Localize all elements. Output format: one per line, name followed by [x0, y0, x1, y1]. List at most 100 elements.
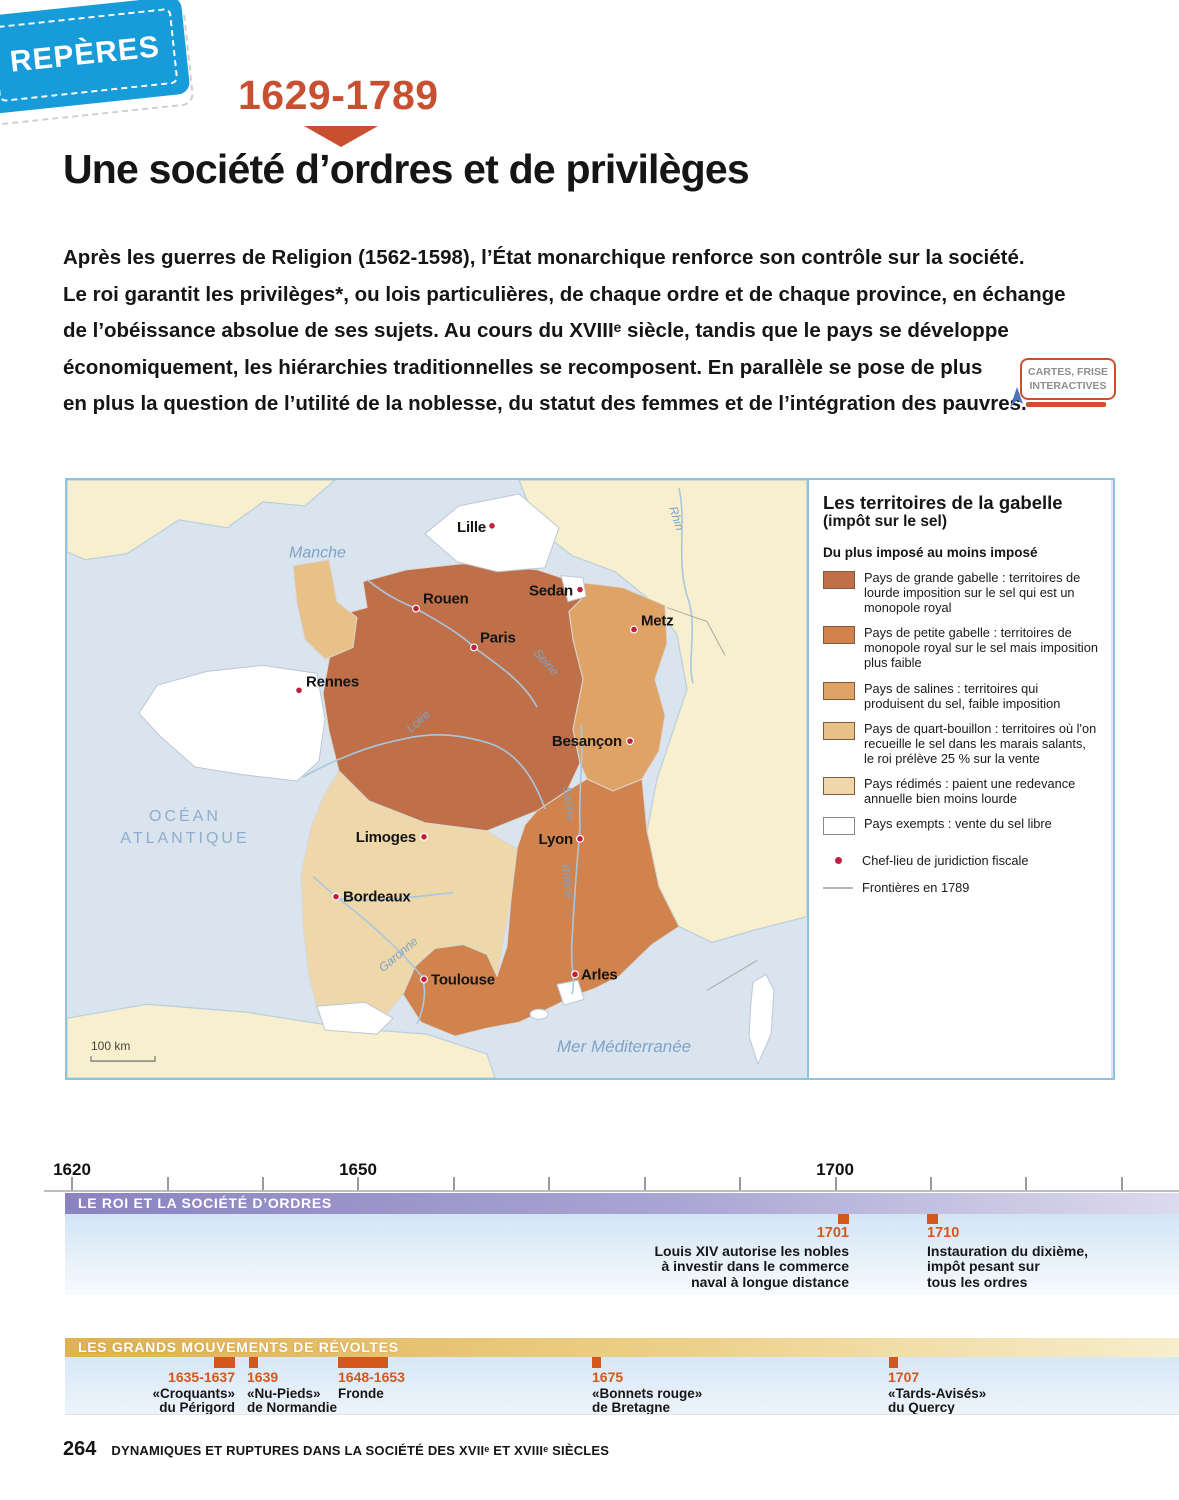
sea-label-ocean-2: ATLANTIQUE — [120, 830, 249, 847]
event-text-line: Louis XIV autorise les nobles — [654, 1242, 850, 1259]
map-canvas: Manche OCÉAN ATLANTIQUE Mer Méditerranée… — [66, 479, 808, 1079]
event-bonnets-rouges: 1675 «Bonnets rouge» de Bretagne — [592, 1370, 702, 1414]
city-dot — [576, 585, 585, 594]
event-text-line: «Nu-Pieds» — [247, 1385, 321, 1401]
event-date: 1701 — [816, 1225, 849, 1241]
city-label-paris: Paris — [480, 629, 516, 646]
intro-line: Le roi garantit les privilèges*, ou lois… — [63, 282, 1066, 306]
city-label-rennes: Rennes — [306, 673, 359, 690]
event-date: 1710 — [927, 1225, 960, 1241]
frontier-lines — [666, 607, 758, 991]
city-label-metz: Metz — [641, 613, 674, 630]
timeline-tick — [835, 1177, 837, 1190]
legend-item-label: Pays rédimés : paient une redevance annu… — [864, 775, 1076, 807]
event-fronde: 1648-1653 Fronde — [338, 1370, 405, 1401]
river-label-saone: Saône — [560, 785, 579, 821]
event-tards-avises: 1707 «Tards-Avisés» du Quercy — [888, 1370, 987, 1414]
interactive-badge-line2: INTERACTIVES — [1029, 380, 1107, 393]
event-text-line: impôt pesant sur — [927, 1258, 1040, 1274]
legend-item: Pays de grande gabelle : territoires de … — [823, 570, 1098, 615]
event-text-line: naval à longue distance — [691, 1273, 849, 1290]
city-label-lyon: Lyon — [539, 831, 574, 848]
event-marker-1648-1653 — [338, 1357, 388, 1368]
event-1701: 1701 Louis XIV autorise les nobles à inv… — [654, 1225, 850, 1290]
interactive-badge-line1: CARTES, FRISE — [1028, 366, 1108, 378]
event-text-line: du Périgord — [159, 1400, 235, 1415]
timeline-band-revoltes: LES GRANDS MOUVEMENTS DE RÉVOLTES 1635-1… — [65, 1338, 1179, 1415]
city-dot — [629, 625, 638, 634]
river-label-rhone: Rhône — [558, 863, 577, 900]
legend-item-label: Pays de quart-bouillon : territoires où … — [864, 720, 1097, 766]
river-garonne — [312, 876, 426, 1025]
city-dot — [420, 975, 429, 984]
event-marker-1635-1637 — [214, 1357, 235, 1368]
timeline-year-1650: 1650 — [339, 1160, 377, 1179]
event-date: 1635-1637 — [168, 1369, 235, 1385]
timeline-tick — [1025, 1177, 1027, 1190]
legend-item-chef-lieu: Chef-lieu de juridiction fiscale — [823, 853, 1098, 868]
event-marker-1675 — [592, 1357, 601, 1368]
timeline-tick — [453, 1177, 455, 1190]
sea-label-mediterranee: Mer Méditerranée — [557, 1037, 691, 1056]
city-dot — [295, 686, 304, 695]
legend-item-frontieres: Frontières en 1789 — [823, 880, 1098, 895]
event-marker-1701 — [838, 1214, 849, 1224]
scale-label: 100 km — [91, 1039, 130, 1053]
reperes-badge-label: REPÈRES — [0, 7, 179, 103]
city-label-lille: Lille — [457, 519, 486, 536]
timeline-band-roi: LE ROI ET LA SOCIÉTÉ D’ORDRES 1701 Louis… — [65, 1193, 1179, 1295]
legend-subtitle: (impôt sur le sel) — [823, 513, 948, 531]
legend-item: Pays de petite gabelle : territoires de … — [823, 625, 1098, 670]
legend-item-label: Frontières en 1789 — [862, 880, 970, 896]
city-label-besancon: Besançon — [552, 733, 622, 750]
event-text-line: «Tards-Avisés» — [888, 1385, 987, 1401]
river-seine — [366, 579, 538, 708]
interactive-content-badge[interactable]: CARTES, FRISE INTERACTIVES — [1020, 358, 1116, 401]
timeline-axis — [44, 1190, 1179, 1192]
region-exempt-sedan — [560, 575, 587, 603]
exempt-islet — [529, 1008, 549, 1020]
event-text-line: «Croquants» — [152, 1385, 235, 1401]
timeline-year-1620: 1620 — [53, 1160, 91, 1179]
intro-line: de l’obéissance absolue de ses sujets. A… — [63, 319, 1009, 342]
city-label-rouen: Rouen — [423, 591, 469, 608]
city-dot — [625, 737, 634, 746]
legend-swatch-petite-gabelle — [823, 626, 855, 645]
event-text-line: Fronde — [338, 1385, 384, 1401]
intro-line: en plus la question de l’utilité de la n… — [63, 392, 1027, 415]
legend-item: Pays de quart-bouillon : territoires où … — [823, 721, 1098, 766]
rivers — [302, 487, 694, 1025]
event-text-line: tous les ordres — [927, 1273, 1028, 1290]
city-dots — [295, 521, 638, 984]
city-label-toulouse: Toulouse — [431, 971, 495, 988]
region-petite-gabelle — [402, 778, 680, 1037]
band-roi-title: LE ROI ET LA SOCIÉTÉ D’ORDRES — [65, 1193, 1179, 1214]
legend-swatch-quart-bouillon — [823, 721, 855, 740]
timeline-tick — [357, 1177, 359, 1190]
legend-title: Les territoires de la gabelle — [823, 492, 1063, 513]
chef-lieu-dot-icon — [823, 853, 853, 868]
france-map-svg: Manche OCÉAN ATLANTIQUE Mer Méditerranée… — [66, 479, 808, 1079]
legend-item-label: Pays de petite gabelle : territoires de … — [864, 625, 1098, 671]
scale-bar: 100 km — [90, 1039, 156, 1062]
frontier-line-icon — [823, 880, 853, 895]
band-revoltes-title: LES GRANDS MOUVEMENTS DE RÉVOLTES — [65, 1338, 1179, 1357]
event-date: 1648-1653 — [338, 1369, 405, 1385]
intro-line: Après les guerres de Religion (1562-1598… — [63, 246, 1025, 269]
city-dot — [576, 834, 585, 843]
cursor-arrow-icon — [1007, 385, 1027, 409]
event-marker-1707 — [889, 1357, 898, 1368]
timeline-tick — [1121, 1177, 1123, 1190]
page-footer: 264 DYNAMIQUES ET RUPTURES DANS LA SOCIÉ… — [63, 1438, 609, 1461]
sea-label-ocean-1: OCÉAN — [149, 806, 221, 825]
legend-item: Pays rédimés : paient une redevance annu… — [823, 776, 1098, 806]
city-dot — [420, 832, 429, 841]
timeline-tick — [930, 1177, 932, 1190]
timeline-tick — [71, 1177, 73, 1190]
sea-label-manche: Manche — [289, 545, 346, 562]
legend-item-label: Pays de salines : territoires qui produi… — [864, 680, 1061, 711]
event-date: 1639 — [247, 1369, 279, 1385]
legend-swatch-redimes — [823, 776, 855, 795]
city-dot — [571, 970, 580, 979]
timeline-tick — [167, 1177, 169, 1190]
